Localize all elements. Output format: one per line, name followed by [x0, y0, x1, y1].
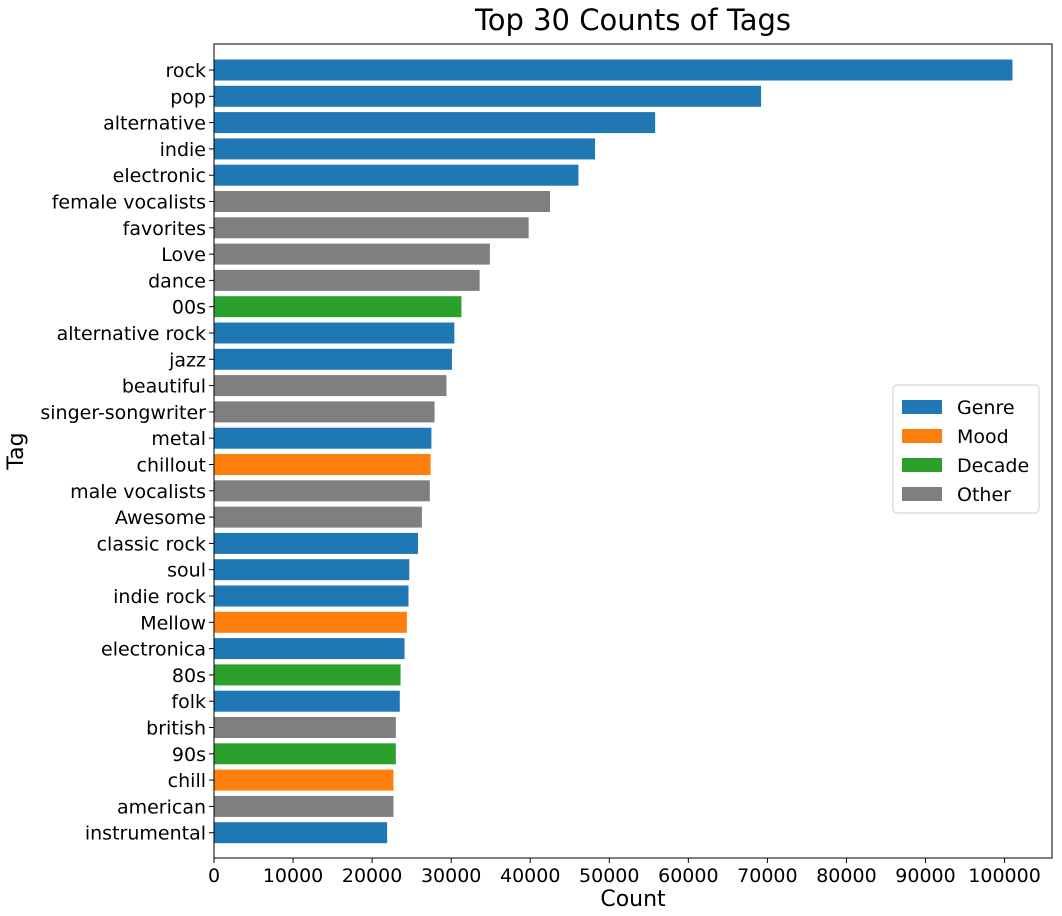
- x-tick-label: 80000: [816, 865, 876, 887]
- x-axis-label: Count: [600, 887, 666, 912]
- legend-label-decade: Decade: [957, 455, 1029, 477]
- y-tick-label: jazz: [168, 349, 206, 371]
- x-tick-label: 40000: [500, 865, 560, 887]
- legend-swatch-decade: [902, 458, 942, 472]
- bar-dance: [214, 269, 480, 291]
- bar-chill: [214, 769, 394, 791]
- x-tick-label: 50000: [579, 865, 639, 887]
- bar-male-vocalists: [214, 480, 430, 502]
- bar-favorites: [214, 217, 529, 239]
- legend-swatch-mood: [902, 429, 942, 443]
- legend-swatch-genre: [902, 400, 942, 414]
- y-tick-label: 90s: [172, 744, 206, 766]
- y-tick-label: folk: [171, 691, 206, 713]
- bar-00s: [214, 296, 462, 318]
- y-tick-label: alternative rock: [57, 323, 206, 345]
- y-tick-label: chillout: [137, 455, 206, 477]
- bar-beautiful: [214, 375, 447, 397]
- legend-items: Genre Mood Decade Other: [902, 397, 1029, 506]
- x-tick-label: 70000: [737, 865, 797, 887]
- y-tick-label: Mellow: [140, 612, 206, 634]
- y-tick-label: dance: [148, 270, 206, 292]
- y-tick-label: 00s: [172, 297, 206, 319]
- y-tick-label: instrumental: [85, 823, 206, 845]
- x-tick-label: 60000: [658, 865, 718, 887]
- bar-alternative-rock: [214, 322, 455, 344]
- bar-alternative: [214, 112, 656, 134]
- legend-label-mood: Mood: [957, 426, 1009, 448]
- legend-box: [892, 384, 1040, 514]
- y-tick-label: classic rock: [97, 533, 206, 555]
- y-tick-label: british: [146, 718, 206, 740]
- y-tick-label: indie: [160, 139, 206, 161]
- y-tick-label: male vocalists: [70, 481, 206, 503]
- bar-electronica: [214, 638, 405, 660]
- bar-british: [214, 717, 396, 738]
- plot-frame: [213, 43, 1053, 859]
- x-tick-label: 10000: [263, 865, 323, 887]
- bar-american: [214, 795, 394, 817]
- x-tick-layer: 0 10000 20000 30000 40000 50000 60000 70000 8000…: [208, 858, 1041, 887]
- y-tick-label: metal: [151, 428, 206, 450]
- y-tick-label: favorites: [123, 218, 206, 240]
- bar-pop: [214, 85, 762, 107]
- y-tick-label: singer-songwriter: [40, 402, 206, 424]
- legend: Genre Mood Decade Other: [892, 384, 1040, 514]
- bar-80s: [214, 664, 401, 686]
- bar-electronic: [214, 164, 579, 186]
- legend-swatch-other: [902, 487, 942, 501]
- y-axis-label: Tag: [4, 432, 29, 470]
- x-tick-label: 90000: [895, 865, 955, 887]
- bar-90s: [214, 743, 396, 765]
- y-tick-label: soul: [167, 560, 206, 582]
- y-tick-label: Awesome: [115, 507, 206, 529]
- y-tick-label: female vocalists: [52, 192, 206, 214]
- bar-soul: [214, 559, 410, 581]
- legend-label-genre: Genre: [957, 397, 1015, 419]
- bar-folk: [214, 690, 400, 712]
- x-tick-label: 0: [208, 865, 220, 887]
- bar-love: [214, 243, 490, 265]
- x-tick-label: 20000: [342, 865, 402, 887]
- bar-instrumental: [214, 822, 388, 844]
- y-tick-label: alternative: [103, 113, 206, 135]
- legend-label-other: Other: [957, 484, 1011, 506]
- bar-female-vocalists: [214, 191, 550, 212]
- y-tick-label: 80s: [172, 665, 206, 687]
- y-tick-label: chill: [168, 770, 206, 792]
- y-tick-label: pop: [170, 86, 206, 108]
- bar-indie-rock: [214, 585, 409, 607]
- y-tick-label: american: [117, 796, 206, 818]
- y-tick-layer: rock pop alternative indie electronic female …: [40, 60, 214, 845]
- y-tick-label: electronic: [113, 165, 206, 187]
- bar-mellow: [214, 611, 407, 633]
- y-tick-label: indie rock: [113, 586, 206, 608]
- bar-classic-rock: [214, 532, 418, 554]
- bar-awesome: [214, 506, 422, 528]
- chart-title: Top 30 Counts of Tags: [474, 3, 791, 37]
- y-tick-label: Love: [161, 244, 206, 266]
- bar-indie: [214, 138, 596, 160]
- bar-chillout: [214, 454, 431, 475]
- x-tick-label: 30000: [421, 865, 481, 887]
- y-tick-label: beautiful: [122, 376, 206, 398]
- bar-metal: [214, 427, 432, 449]
- x-tick-label: 100000: [968, 865, 1041, 887]
- y-tick-label: rock: [166, 60, 206, 82]
- bar-jazz: [214, 348, 452, 370]
- bars-layer: [214, 59, 1013, 844]
- y-tick-label: electronica: [101, 639, 206, 661]
- bar-singer-songwriter: [214, 401, 435, 423]
- bar-rock: [214, 59, 1013, 81]
